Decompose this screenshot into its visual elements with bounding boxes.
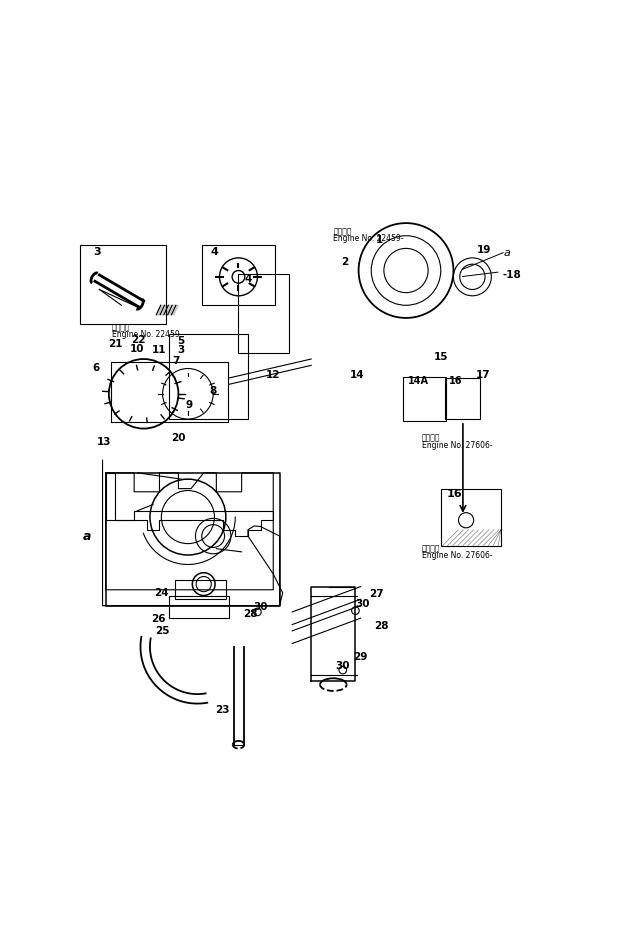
Polygon shape — [156, 305, 163, 314]
Text: 11: 11 — [152, 344, 167, 355]
Text: 25: 25 — [156, 626, 170, 636]
Circle shape — [352, 606, 359, 615]
Text: 通用号機: 通用号機 — [422, 544, 440, 553]
Bar — [175, 580, 226, 599]
Bar — [81, 245, 166, 325]
Text: 28: 28 — [243, 609, 258, 619]
Bar — [403, 377, 446, 421]
Text: 4: 4 — [210, 246, 218, 257]
Text: 14A: 14A — [408, 375, 429, 385]
Text: 29: 29 — [354, 652, 368, 662]
Polygon shape — [168, 305, 175, 314]
Text: Engine No. 27606-: Engine No. 27606- — [422, 440, 492, 450]
Text: 8: 8 — [210, 386, 217, 397]
Text: 12: 12 — [266, 370, 281, 381]
Text: 16: 16 — [449, 375, 462, 385]
Text: 10: 10 — [130, 344, 144, 354]
Text: 16: 16 — [446, 489, 462, 498]
Text: 7: 7 — [172, 355, 180, 366]
Text: 13: 13 — [97, 437, 112, 447]
Text: 4: 4 — [245, 274, 252, 285]
Text: a: a — [504, 248, 511, 258]
Text: 6: 6 — [93, 363, 100, 373]
Text: 30: 30 — [253, 602, 268, 612]
Bar — [441, 489, 501, 546]
Text: 30: 30 — [356, 599, 370, 609]
Text: 14: 14 — [350, 369, 364, 380]
Text: 23: 23 — [215, 705, 230, 715]
Text: a: a — [83, 530, 91, 543]
Polygon shape — [171, 305, 178, 314]
Text: 5: 5 — [177, 336, 184, 346]
Text: 26: 26 — [151, 615, 166, 624]
Text: 20: 20 — [171, 433, 185, 443]
Circle shape — [339, 666, 347, 674]
Text: 30: 30 — [335, 661, 350, 671]
Text: Engine No. 22459-: Engine No. 22459- — [333, 234, 404, 244]
Bar — [445, 378, 480, 419]
Text: 28: 28 — [375, 620, 389, 631]
Text: 通用号機: 通用号機 — [422, 434, 440, 442]
Text: 3: 3 — [177, 344, 184, 355]
Text: Engine No. 27606-: Engine No. 27606- — [422, 551, 492, 560]
Text: 2: 2 — [341, 258, 349, 267]
Text: 17: 17 — [476, 369, 490, 380]
Text: 15: 15 — [434, 352, 448, 362]
Text: 21: 21 — [109, 340, 123, 350]
Circle shape — [253, 608, 261, 616]
Text: 9: 9 — [185, 400, 192, 411]
Bar — [169, 596, 229, 619]
Text: 1: 1 — [376, 235, 383, 245]
Text: -18: -18 — [503, 270, 521, 280]
Text: 27: 27 — [370, 590, 384, 599]
Polygon shape — [160, 305, 167, 314]
Bar — [239, 273, 289, 353]
Text: 22: 22 — [131, 335, 145, 345]
Text: 24: 24 — [154, 588, 169, 598]
Text: 通用号機: 通用号機 — [333, 228, 352, 236]
Text: 通用号機: 通用号機 — [112, 324, 131, 332]
Polygon shape — [164, 305, 171, 314]
Bar — [169, 334, 248, 419]
Text: 19: 19 — [478, 244, 491, 255]
Bar — [203, 245, 275, 305]
Text: Engine No. 22459-: Engine No. 22459- — [112, 330, 182, 340]
Text: 3: 3 — [93, 246, 101, 257]
